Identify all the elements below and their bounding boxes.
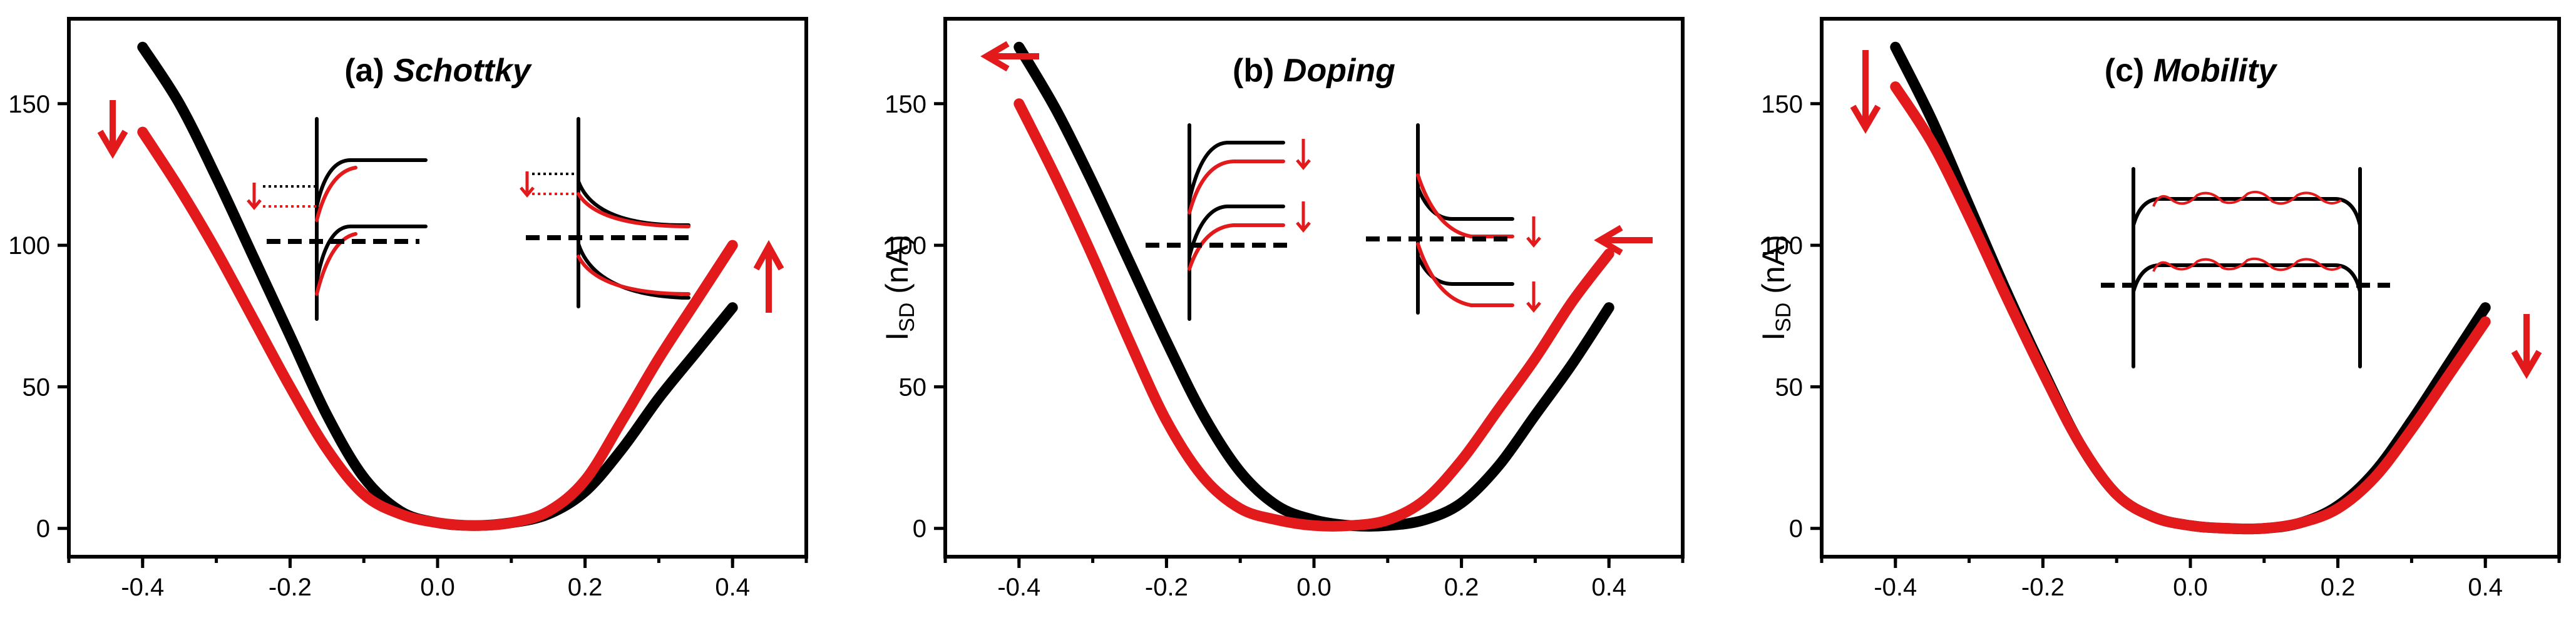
series-after-line <box>137 126 738 531</box>
y-tick-label: 0 <box>1789 515 1803 543</box>
panel-doping: (b) Doping -0.4 -0.2 0.0 0.2 0.4 0 50 100 150 IS… <box>880 17 1685 601</box>
x-tick-label: 0.2 <box>2321 574 2356 601</box>
axis-ticks: -0.4 -0.2 0.0 0.2 0.4 0 50 100 150 <box>1761 91 2561 601</box>
x-tick-label: 0.0 <box>1296 574 1332 601</box>
x-tick-label: 0.0 <box>420 574 455 601</box>
y-tick-label: 150 <box>885 91 926 118</box>
arrow-down-icon <box>1526 216 1541 248</box>
x-tick-label: 0.2 <box>568 574 603 601</box>
y-tick-label: 50 <box>899 373 927 401</box>
y-tick-label: 100 <box>8 232 50 260</box>
x-tick-label: 0.2 <box>1444 574 1479 601</box>
band-inset-left <box>1188 123 1311 321</box>
panel-schottky: (a) Schottky -0.4 -0.2 0.0 0.2 0.4 0 50 100 150 <box>8 17 808 601</box>
arrow-down-icon <box>1296 201 1311 233</box>
y-axis-label: ISD (nA) <box>880 235 919 341</box>
y-tick-label: 100 <box>885 232 926 260</box>
series-before-line <box>1013 41 1614 532</box>
y-tick-label: 100 <box>1761 232 1803 260</box>
band-inset-right <box>1416 123 1541 315</box>
y-tick-label: 0 <box>913 515 926 543</box>
arrow-left-icon <box>980 41 1039 72</box>
x-tick-label: -0.4 <box>1874 574 1917 601</box>
panel-title: (c) Mobility <box>2105 53 2279 89</box>
axis-ticks: -0.4 -0.2 0.0 0.2 0.4 0 50 100 150 <box>885 91 1685 601</box>
y-tick-label: 150 <box>8 91 50 118</box>
y-tick-label: 150 <box>1761 91 1803 118</box>
arrow-down-icon <box>2511 314 2542 379</box>
band-inset-left <box>247 117 428 321</box>
x-tick-label: -0.4 <box>121 574 164 601</box>
x-tick-label: 0.4 <box>715 574 750 601</box>
x-tick-label: -0.2 <box>269 574 312 601</box>
arrow-down-icon <box>1296 139 1311 170</box>
series-after-line <box>1890 81 2491 535</box>
arrow-down-icon <box>247 183 262 210</box>
panel-title: (b) Doping <box>1233 53 1395 89</box>
panel-mobility: (c) Mobility -0.4 -0.2 0.0 0.2 0.4050100150 … <box>1756 17 2561 601</box>
arrow-up-icon <box>753 240 784 313</box>
x-tick-label: 0.0 <box>2173 574 2208 601</box>
panel-title: (a) Schottky <box>344 53 533 89</box>
x-tick-label: -0.2 <box>1145 574 1188 601</box>
band-inset <box>2132 167 2362 368</box>
y-axis-label: ISD (nA) <box>1756 235 1795 341</box>
y-tick-label: 0 <box>36 515 50 543</box>
arrow-left-icon <box>1594 225 1653 256</box>
arrow-down-icon <box>520 171 535 198</box>
x-tick-label: -0.4 <box>997 574 1040 601</box>
arrow-down-icon <box>1526 281 1541 313</box>
axis-ticks: -0.4 -0.2 0.0 0.2 0.4 0 50 100 150 <box>8 91 808 601</box>
band-inset-right <box>520 117 690 308</box>
arrow-down-icon <box>1850 50 1881 134</box>
series-after-line <box>1013 98 1614 532</box>
y-tick-label: 50 <box>23 373 51 401</box>
x-tick-label: 0.4 <box>2468 574 2503 601</box>
series-group <box>137 41 738 531</box>
x-tick-label: 0.4 <box>1591 574 1626 601</box>
series-group <box>1890 41 2491 535</box>
x-tick-label: -0.2 <box>2021 574 2065 601</box>
arrow-down-icon <box>97 100 128 159</box>
y-tick-label: 50 <box>1775 373 1804 401</box>
series-group <box>1013 41 1614 532</box>
